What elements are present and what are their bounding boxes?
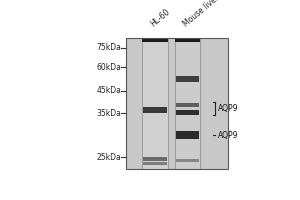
Text: 45kDa: 45kDa: [96, 86, 121, 95]
Bar: [175, 38, 200, 42]
Text: 60kDa: 60kDa: [96, 63, 121, 72]
Bar: [176, 103, 199, 107]
Bar: [176, 131, 199, 139]
Text: AQP9: AQP9: [218, 131, 238, 140]
Bar: [175, 38, 200, 169]
Bar: [142, 38, 168, 42]
Text: AQP9: AQP9: [218, 104, 238, 113]
Text: HL-60: HL-60: [149, 7, 172, 29]
Text: 35kDa: 35kDa: [96, 109, 121, 118]
Text: 75kDa: 75kDa: [96, 43, 121, 52]
Bar: [143, 157, 167, 161]
Bar: [176, 110, 199, 115]
Text: 25kDa: 25kDa: [97, 153, 121, 162]
Bar: [126, 38, 228, 169]
Bar: [142, 38, 168, 169]
Text: Mouse liver: Mouse liver: [182, 0, 221, 29]
Bar: [176, 159, 199, 162]
Bar: [126, 38, 228, 169]
Bar: [143, 162, 167, 165]
Bar: [176, 76, 199, 82]
Bar: [143, 107, 167, 113]
